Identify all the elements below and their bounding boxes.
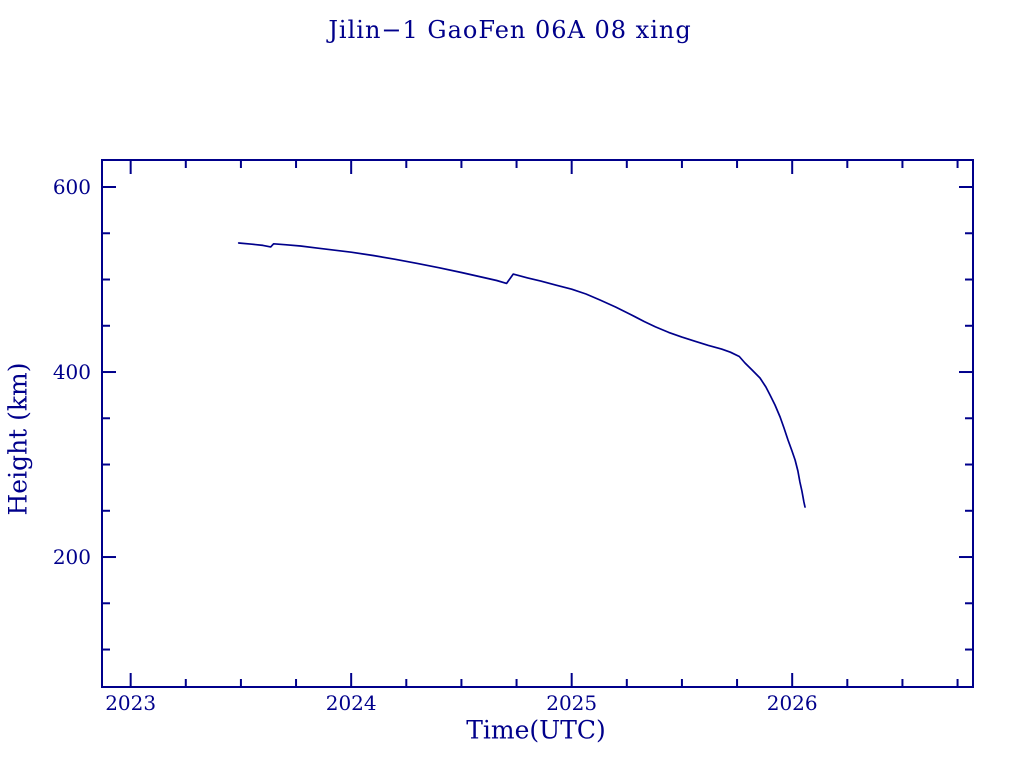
height-curve bbox=[237, 242, 806, 508]
y-tick-labels: 200 400 600 bbox=[53, 175, 91, 569]
y-tick-label: 600 bbox=[53, 175, 91, 199]
x-tick-label: 2026 bbox=[767, 691, 818, 715]
x-tick-label: 2023 bbox=[105, 691, 156, 715]
y-axis-label: Height (km) bbox=[3, 362, 33, 516]
x-tick-label: 2024 bbox=[326, 691, 377, 715]
axis-ticks bbox=[103, 161, 972, 686]
y-tick-label: 400 bbox=[53, 360, 91, 384]
y-tick-label: 200 bbox=[53, 545, 91, 569]
x-tick-label: 2025 bbox=[546, 691, 597, 715]
x-axis-label: Time(UTC) bbox=[466, 715, 606, 745]
axes-frame bbox=[101, 159, 974, 688]
x-tick-labels: 2023 2024 2025 2026 bbox=[105, 691, 817, 715]
chart-title: Jilin−1 GaoFen 06A 08 xing bbox=[328, 16, 692, 44]
